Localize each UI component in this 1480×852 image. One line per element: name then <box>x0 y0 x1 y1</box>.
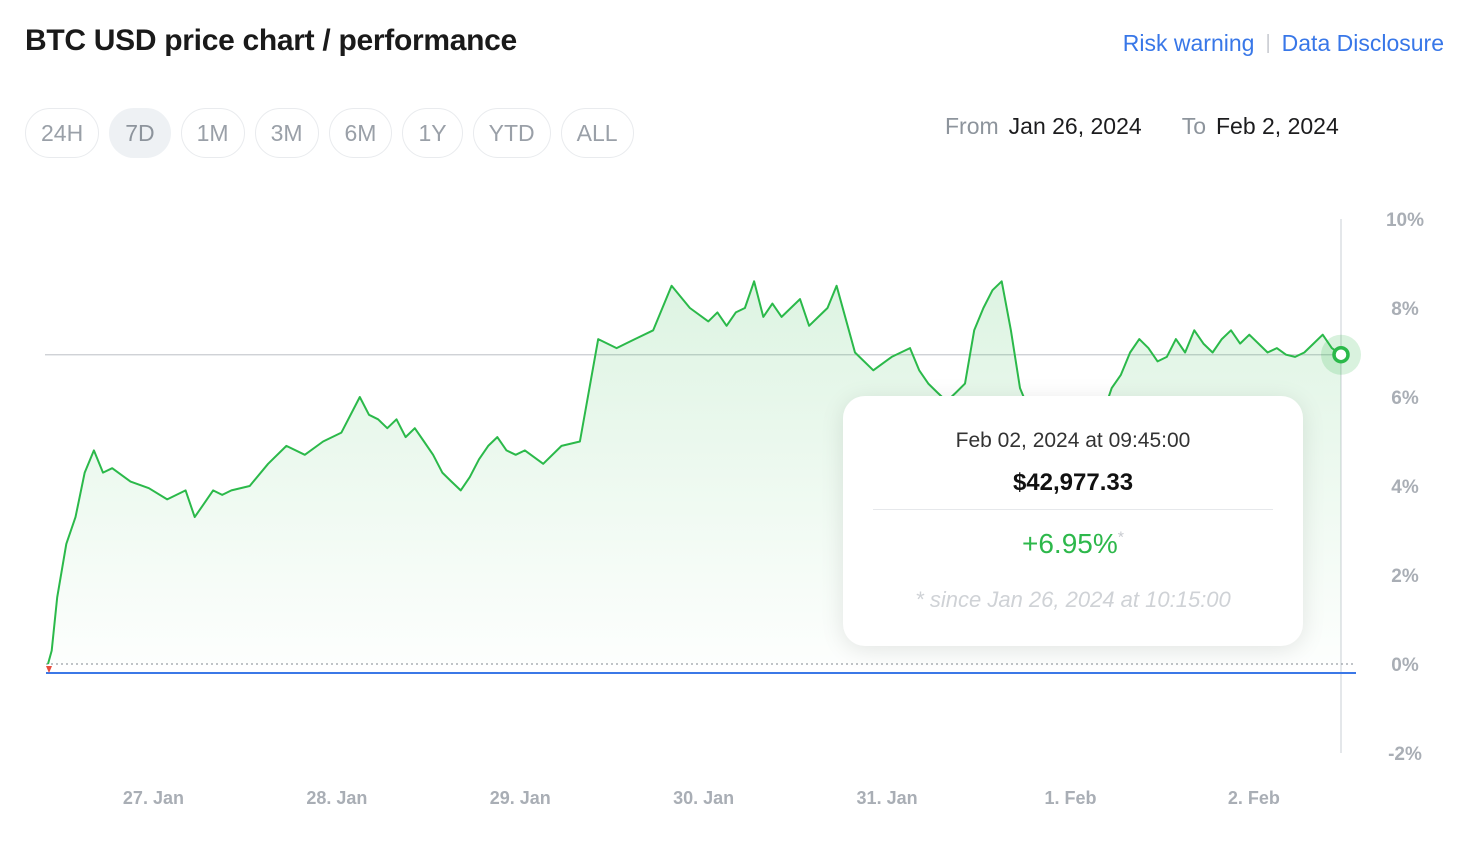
risk-warning-link[interactable]: Risk warning <box>1122 30 1255 56</box>
period-3m-button[interactable]: 3M <box>254 108 319 158</box>
series-line <box>47 280 1342 665</box>
y-tick-label: 10% <box>1386 210 1424 231</box>
page-title: BTC USD price chart / performance <box>25 24 517 57</box>
x-tick-label: 28. Jan <box>306 788 367 808</box>
from-date[interactable]: Jan 26, 2024 <box>1008 113 1142 139</box>
x-tick-label: 29. Jan <box>490 788 551 808</box>
price-tooltip: Feb 02, 2024 at 09:45:00 $42,977.33 +6.9… <box>843 396 1303 646</box>
date-range: From Jan 26, 2024 To Feb 2, 2024 <box>945 113 1339 140</box>
period-6m-button[interactable]: 6M <box>328 108 393 158</box>
period-24h-button[interactable]: 24H <box>25 108 100 158</box>
x-tick-label: 27. Jan <box>123 788 184 808</box>
period-1m-button[interactable]: 1M <box>180 108 245 158</box>
period-7d-button[interactable]: 7D <box>109 108 171 158</box>
y-tick-label: 4% <box>1391 477 1419 498</box>
to-label: To <box>1181 113 1206 139</box>
y-tick-label: 0% <box>1391 655 1419 676</box>
period-all-button[interactable]: ALL <box>560 108 634 158</box>
period-ytd-button[interactable]: YTD <box>472 108 551 158</box>
from-label: From <box>945 113 999 139</box>
data-disclosure-link[interactable]: Data Disclosure <box>1281 30 1444 56</box>
tooltip-asterisk: * <box>1117 529 1124 547</box>
x-tick-label: 30. Jan <box>673 788 734 808</box>
link-separator: | <box>1265 32 1271 54</box>
tooltip-since-note: * since Jan 26, 2024 at 10:15:00 <box>915 587 1231 612</box>
period-1y-button[interactable]: 1Y <box>402 108 463 158</box>
tooltip-change-value: +6.95% <box>1022 528 1118 559</box>
tooltip-price: $42,977.33 <box>1012 469 1134 496</box>
period-selector: 24H 7D 1M 3M 6M 1Y YTD ALL <box>25 108 644 158</box>
x-tick-label: 2. Feb <box>1228 788 1280 808</box>
x-tick-label: 1. Feb <box>1044 788 1096 808</box>
x-tick-label: 31. Jan <box>857 788 918 808</box>
y-tick-label: 6% <box>1391 388 1419 409</box>
header-links: Risk warning | Data Disclosure <box>1123 30 1444 57</box>
tooltip-date: Feb 02, 2024 at 09:45:00 <box>955 429 1191 452</box>
y-tick-label: 8% <box>1391 299 1419 320</box>
tooltip-divider <box>873 509 1273 510</box>
tooltip-change: +6.95%* <box>843 528 1303 560</box>
y-tick-label: 2% <box>1391 566 1419 587</box>
start-marker <box>46 666 52 673</box>
y-tick-label: -2% <box>1388 744 1422 765</box>
to-date[interactable]: Feb 2, 2024 <box>1215 113 1339 139</box>
current-point[interactable] <box>1332 345 1350 364</box>
